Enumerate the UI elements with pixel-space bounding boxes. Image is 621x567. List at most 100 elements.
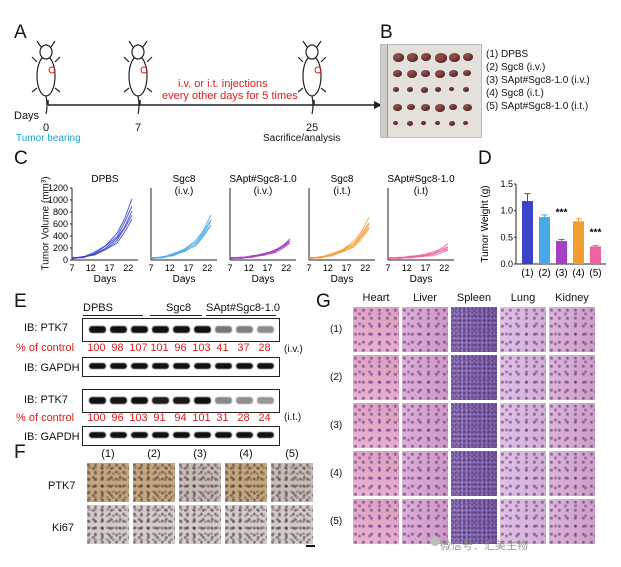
western-blot-gapdh-iv [82,357,280,377]
bar [539,217,550,264]
category-label: (5) [589,268,601,279]
he-stain-image [401,402,449,449]
blot-band [194,363,211,369]
excised-tumor [435,121,440,125]
ihc-image [132,462,176,503]
significance-mark: *** [556,207,568,218]
ihc-image [270,462,314,503]
he-stain-image [401,498,449,545]
blot-band [173,363,190,369]
excised-tumor [407,87,413,92]
mouse-illustration [123,40,153,115]
y-tick-label: 800 [53,207,68,217]
x-axis-label: Days [173,274,196,285]
tumor-legend: (1) DPBS (2) Sgc8 (i.v.) (3) SApt#Sgc8-1… [486,48,590,113]
pct-value: 98 [111,342,124,354]
blot-band [110,432,127,438]
growth-curve [229,242,291,259]
x-tick-label: 12 [86,263,96,273]
excised-tumor-photo [380,44,482,138]
excised-tumor [449,70,458,78]
pct-value: 96 [174,342,187,354]
x-tick-label: 12 [323,263,333,273]
panel-label-b: B [380,22,393,43]
x-axis-label: Days [331,274,354,285]
injection-label-1: i.v. or i.t. injections [178,78,268,90]
excised-tumor [435,53,447,63]
group-sgc8: Sgc8 [166,302,192,314]
growth-curve [308,228,370,259]
legend-item-3: (3) SApt#Sgc8-1.0 (i.v.) [486,75,590,86]
legend-item-5: (5) SApt#Sgc8-1.0 (i.t.) [486,101,589,112]
subplot-title: Sgc8 [173,174,196,185]
ihc-column-label: (4) [239,448,253,460]
subplot-route: (i.t.) [333,186,350,197]
he-stain-image [450,306,498,353]
pct-value: 96 [111,412,124,424]
ihc-image [86,462,130,503]
excised-tumor [393,53,404,62]
blot-band [152,432,169,438]
panel-label-f: F [14,442,26,463]
x-tick-label: 17 [420,263,430,273]
he-stain-image [548,354,596,401]
he-stain-image [499,306,547,353]
western-blot-ptk7-iv [82,318,280,342]
x-tick-label: 17 [341,263,351,273]
he-stain-image [352,354,400,401]
blot-band [131,397,148,404]
mouse-illustration [31,40,61,115]
sacrifice-label: Sacrifice/analysis [263,133,341,144]
growth-curve [387,248,449,259]
he-stain-image [401,354,449,401]
pct-value: 103 [129,412,148,424]
bar [556,241,567,264]
ihc-image [270,504,314,545]
blot-band [215,363,232,369]
y-tick-label: 600 [53,219,68,229]
blot-band [131,363,148,369]
y-axis-label: Tumor Weight (g) [480,185,491,262]
blot-band [257,326,274,333]
blot-band [110,397,127,404]
mouse-illustration [297,40,327,115]
tumor-marker [140,66,148,74]
pct-value: 37 [237,342,250,354]
pct-value: 94 [174,412,187,424]
he-stain-image [450,498,498,545]
subplot-title: SApt#Sgc8-1.0 [387,174,455,185]
x-tick-label: 17 [104,263,114,273]
subplot-title: Sgc8 [331,174,354,185]
blot-band [173,326,190,333]
x-tick-label: 12 [402,263,412,273]
ihc-row-ptk7: PTK7 [48,480,76,492]
panel-label-a: A [14,22,27,43]
tissue-column-label: Liver [413,292,437,304]
tissue-column-label: Kidney [555,292,589,304]
pct-value: 103 [192,342,211,354]
blot-band [89,432,106,438]
tissue-column-label: Lung [510,292,536,304]
blot-band [89,326,106,333]
excised-tumor [435,87,441,92]
excised-tumor [421,70,430,78]
timeline-arrowhead [374,101,380,109]
blot-band [257,397,274,404]
blot-band [173,432,190,438]
growth-curve [71,218,133,259]
pct-value: 91 [153,412,166,424]
pct-value: 28 [237,412,250,424]
excised-tumor [407,121,413,126]
ihc-column-label: (5) [285,448,299,460]
blot-band [152,363,169,369]
timepoint-7: 7 [135,122,142,134]
pct-value: 100 [87,412,106,424]
excised-tumor [393,121,398,125]
tissue-column-label: Spleen [456,292,492,304]
y-tick-label: 0.0 [500,259,513,269]
injection-label-2: every other days for 5 times [162,90,298,102]
excised-tumor [449,53,460,62]
excised-tumor [407,70,417,78]
x-axis-label: Days [94,274,117,285]
excised-tumor [463,121,468,125]
